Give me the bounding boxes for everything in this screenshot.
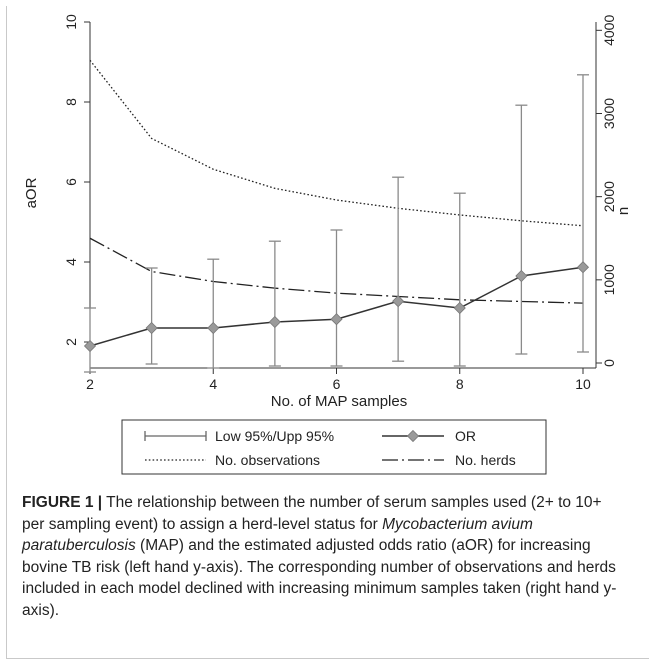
legend-ci-label: Low 95%/Upp 95%: [215, 428, 334, 444]
chart: 2 4 6 8 10 No. of MAP samples 2 4 6 8 10 aOR 0 1000 20…: [23, 14, 632, 475]
or-point: [145, 321, 158, 335]
y-right-tick-label: 2000: [601, 181, 617, 212]
y-left-tick-label: 2: [63, 338, 79, 346]
or-point: [83, 339, 97, 353]
series-no-observations-line: [89, 59, 584, 227]
y-right-tick-label: 1000: [601, 264, 617, 295]
x-tick-label: 10: [575, 376, 591, 392]
y-left-tick-label: 10: [63, 14, 79, 30]
or-point: [453, 301, 466, 315]
x-tick-label: 6: [333, 376, 341, 392]
legend-herds-label: No. herds: [455, 452, 516, 468]
x-tick-label: 2: [86, 376, 94, 392]
y-left-tick-label: 8: [63, 98, 79, 106]
y-right-tick-label: 4000: [601, 15, 617, 46]
x-tick-label: 8: [456, 376, 464, 392]
figure-caption: FIGURE 1 | The relationship between the …: [22, 492, 622, 621]
or-point: [392, 295, 405, 308]
figure-frame: [6, 6, 649, 659]
y-left-tick-label: 6: [63, 178, 79, 186]
x-tick-label: 4: [209, 376, 217, 392]
y-right-axis-label: n: [615, 207, 632, 215]
plot-area: [90, 22, 596, 368]
legend-observations-label: No. observations: [215, 452, 320, 468]
y-left-tick-label: 4: [63, 258, 79, 266]
axes: 2 4 6 8 10 No. of MAP samples 2 4 6 8 10 aOR 0 1000 20…: [23, 14, 632, 410]
series-no-herds-line: [89, 237, 584, 304]
y-left-axis-label: aOR: [23, 177, 40, 208]
chart-marks: [83, 59, 590, 373]
legend-box: [121, 419, 547, 475]
x-axis-label: No. of MAP samples: [271, 393, 407, 410]
or-point: [207, 321, 220, 335]
figure-label: FIGURE 1 |: [22, 494, 103, 511]
caption-text-2: (MAP) and the estimated adjusted odds ra…: [22, 537, 617, 619]
legend-or-marker: [406, 429, 420, 443]
or-point: [268, 315, 281, 329]
legend-or-label: OR: [455, 428, 476, 444]
caption-text: The relationship between the number of s…: [22, 494, 602, 533]
or-point: [330, 313, 343, 326]
y-right-tick-label: 3000: [601, 98, 617, 129]
or-point: [515, 269, 528, 283]
legend: Low 95%/Upp 95% OR No. observations No. her…: [121, 419, 547, 475]
or-point: [576, 261, 590, 274]
caption-species: Mycobacterium avium paratuberculosis: [22, 515, 533, 555]
y-right-tick-label: 0: [601, 359, 617, 367]
